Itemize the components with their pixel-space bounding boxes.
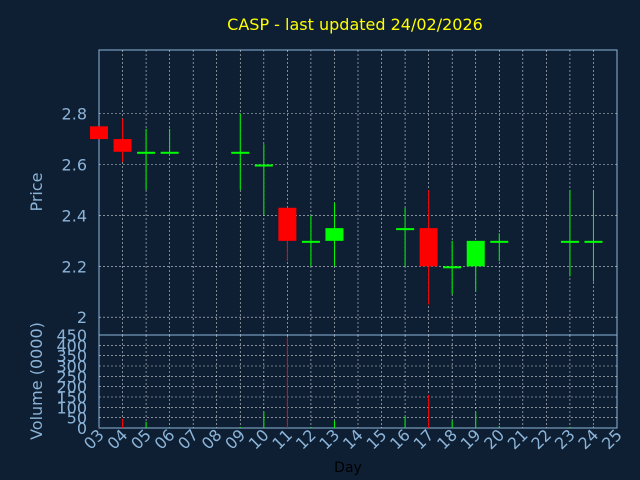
volume-tick-label: 400: [56, 336, 87, 355]
volume-tick-label: 150: [56, 388, 87, 407]
volume-tick-label: 450: [56, 326, 87, 345]
price-tick-label: 2.8: [62, 105, 87, 124]
price-axis-label: Price: [27, 172, 46, 211]
price-panel: 2 2.2 2.4 2.6 2.8: [62, 49, 618, 336]
price-tick-label: 2.4: [62, 206, 87, 225]
volume-tick-label: 250: [56, 367, 87, 386]
volume-axis-label: Volume (0000): [27, 322, 46, 440]
candle-body: [584, 240, 603, 243]
volume-tick-label: 300: [56, 357, 87, 376]
candle-body: [301, 240, 320, 243]
volume-tick-label: 350: [56, 347, 87, 366]
volume-tick-label: 200: [56, 378, 87, 397]
candle-body: [443, 266, 462, 269]
candle-body: [113, 139, 132, 152]
x-axis-label: Day: [334, 460, 362, 476]
price-tick-label: 2.6: [62, 156, 87, 175]
chart-title: CASP - last updated 24/02/2026: [227, 15, 483, 34]
x-tick-label: 25: [598, 425, 626, 453]
x-axis: 0304050607080910111213141516171819202122…: [80, 425, 626, 453]
candle-body: [490, 240, 509, 243]
volume-tick-label: 0: [77, 419, 87, 438]
price-tick-label: 2: [77, 308, 87, 327]
candle-body: [466, 240, 485, 267]
candle-body: [278, 207, 297, 241]
candle-body: [560, 240, 579, 243]
candle-body: [419, 228, 438, 267]
price-tick-label: 2.2: [62, 257, 87, 276]
candle-body: [231, 151, 250, 154]
candle-body: [160, 151, 179, 154]
price-plot-frame: [98, 49, 618, 336]
candle-body: [396, 228, 415, 231]
candle-body: [137, 151, 156, 154]
volume-tick-label: 50: [67, 409, 87, 428]
candle-body: [90, 126, 108, 140]
candle-body: [254, 164, 273, 167]
candle-body: [325, 228, 344, 241]
volume-tick-label: 100: [56, 398, 87, 417]
